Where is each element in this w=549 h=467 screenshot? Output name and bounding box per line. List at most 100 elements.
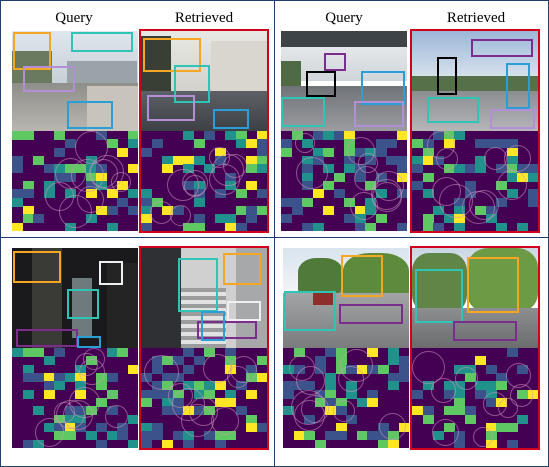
heatmap-cell: [283, 389, 294, 399]
heatmap-cell: [246, 389, 257, 399]
heatmap-cell: [302, 197, 313, 207]
box-blue: [361, 71, 405, 105]
heatmap-cell: [323, 181, 334, 190]
heatmap-cell: [214, 214, 226, 224]
attention-ring: [209, 164, 240, 195]
heatmap-cell: [127, 139, 138, 149]
heatmap-cell: [433, 206, 444, 215]
heatmap-cell: [22, 189, 34, 199]
attention-ring: [144, 355, 179, 390]
heatmap-cell: [312, 131, 324, 140]
box-purple: [453, 321, 517, 341]
heatmap-cell: [464, 181, 476, 190]
heatmap-cell: [344, 164, 355, 174]
heatmap-cell: [43, 381, 55, 391]
heatmap-cell: [127, 131, 138, 140]
heatmap-cell: [412, 406, 423, 416]
heatmap-cell: [386, 139, 397, 149]
heatmap-cell: [367, 431, 378, 441]
heatmap-cell: [172, 431, 184, 441]
box-purple: [471, 39, 533, 57]
heatmap-cell: [183, 222, 194, 231]
heatmap-cell: [246, 214, 257, 224]
box-lavender: [147, 95, 195, 121]
heatmap-cell: [396, 164, 407, 174]
panel2-retrieved-heatmap: [412, 131, 538, 231]
heatmap-cell: [162, 406, 173, 416]
heatmap-cell: [388, 356, 399, 366]
heatmap-cell: [117, 197, 128, 207]
heatmap-cell: [183, 439, 194, 448]
heatmap-cell: [344, 197, 355, 207]
heatmap-cell: [354, 222, 366, 231]
heatmap-cell: [388, 348, 399, 357]
heatmap-cell: [496, 381, 507, 391]
heatmap-cell: [485, 364, 497, 374]
heatmap-cell: [214, 431, 226, 441]
heatmap-cell: [117, 423, 128, 432]
heatmap-cell: [485, 139, 497, 149]
heatmap-cell: [12, 189, 23, 199]
heatmap-cell: [183, 156, 194, 165]
box-teal: [284, 291, 336, 331]
attention-ring: [295, 133, 315, 153]
heatmap-cell: [314, 439, 326, 448]
heatmap-cell: [256, 206, 267, 215]
heatmap-cell: [422, 214, 434, 224]
heatmap-cell: [323, 131, 334, 140]
heatmap-cell: [281, 147, 292, 157]
heatmap-cell: [325, 406, 336, 416]
heatmap-cell: [106, 373, 118, 382]
heatmap-cell: [193, 214, 205, 224]
box-blue: [201, 311, 225, 341]
box-lavender: [354, 101, 404, 127]
heatmap-cell: [141, 214, 152, 224]
heatmap-cell: [283, 364, 294, 374]
attention-ring: [294, 400, 325, 431]
heatmap-cell: [204, 389, 215, 399]
heatmap-cell: [22, 389, 34, 399]
retrieved-header-left: Retrieved: [174, 10, 234, 26]
heatmap-cell: [454, 389, 465, 399]
heatmap-cell: [325, 431, 336, 441]
heatmap-cell: [106, 389, 118, 399]
heatmap-cell: [85, 431, 97, 441]
attention-ring: [347, 137, 375, 165]
box-blue: [67, 101, 113, 129]
heatmap-cell: [151, 139, 163, 149]
heatmap-cell: [367, 398, 378, 407]
attention-ring: [56, 400, 85, 429]
heatmap-cell: [454, 439, 465, 448]
heatmap-cell: [246, 156, 257, 165]
heatmap-cell: [22, 206, 34, 215]
heatmap-cell: [281, 139, 292, 149]
heatmap-cell: [193, 222, 205, 231]
heatmap-cell: [388, 381, 399, 391]
attention-ring: [75, 131, 108, 164]
heatmap-cell: [225, 214, 236, 224]
heatmap-cell: [256, 139, 267, 149]
heatmap-cell: [517, 414, 528, 424]
heatmap-cell: [325, 381, 336, 391]
heatmap-cell: [496, 373, 507, 382]
heatmap-cell: [293, 348, 305, 357]
heatmap-cell: [312, 222, 324, 231]
panel3-query-photo: [12, 248, 138, 348]
heatmap-cell: [225, 222, 236, 231]
panel4-query-heatmap: [283, 348, 409, 448]
box-blue: [506, 63, 530, 109]
panel2-query-photo: [281, 31, 407, 131]
heatmap-cell: [517, 222, 528, 231]
heatmap-cell: [325, 398, 336, 407]
heatmap-cell: [346, 414, 357, 424]
heatmap-cell: [527, 197, 538, 207]
heatmap-cell: [33, 373, 44, 382]
attention-ring: [432, 419, 459, 446]
heatmap-cell: [312, 147, 324, 157]
heatmap-cell: [96, 398, 107, 407]
heatmap-cell: [193, 156, 205, 165]
heatmap-cell: [96, 423, 107, 432]
attention-ring: [59, 195, 92, 228]
heatmap-cell: [496, 197, 507, 207]
heatmap-cell: [422, 172, 434, 182]
